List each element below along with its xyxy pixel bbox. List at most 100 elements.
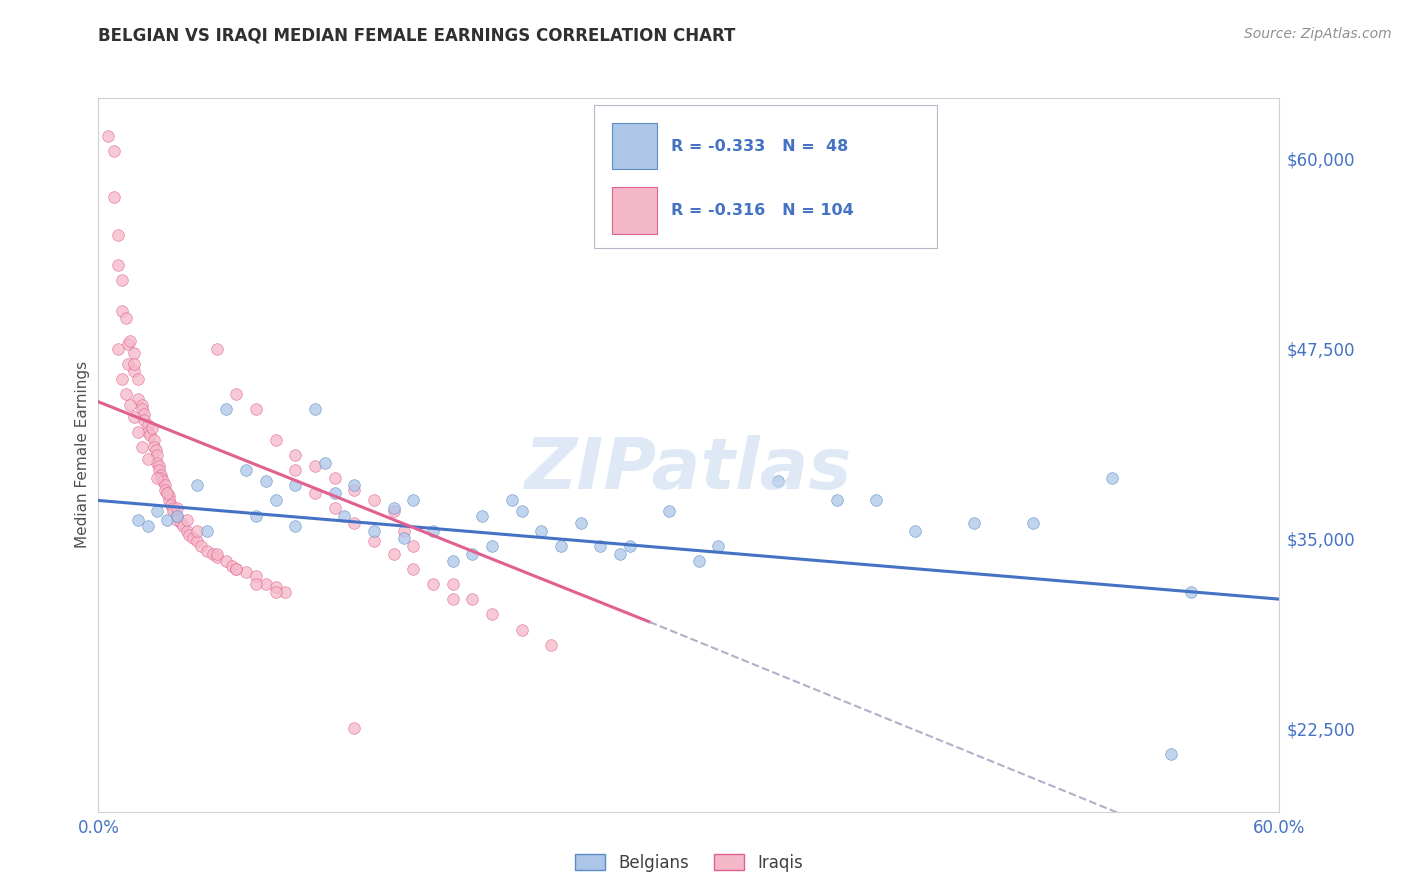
Point xyxy=(382,547,405,561)
Point xyxy=(127,425,149,439)
Point xyxy=(152,474,174,488)
Point xyxy=(132,413,155,427)
Point xyxy=(107,258,129,272)
Point xyxy=(471,508,494,523)
Point xyxy=(146,471,169,485)
Point xyxy=(422,577,444,591)
Point xyxy=(136,452,159,467)
Point xyxy=(176,513,198,527)
Point xyxy=(363,524,385,538)
Point xyxy=(461,592,484,607)
Point xyxy=(122,357,145,371)
Point xyxy=(422,524,444,538)
Point xyxy=(215,554,238,568)
Point xyxy=(550,539,572,553)
Point xyxy=(205,342,228,356)
Point xyxy=(264,580,287,594)
Point xyxy=(245,402,267,417)
Point xyxy=(274,584,297,599)
Point xyxy=(118,398,141,412)
Point xyxy=(481,607,503,622)
Point xyxy=(107,227,129,242)
Point xyxy=(118,334,141,348)
FancyBboxPatch shape xyxy=(612,123,657,169)
Point xyxy=(481,539,503,553)
Point xyxy=(235,565,257,579)
Point xyxy=(441,577,464,591)
Point xyxy=(136,519,159,533)
Text: R = -0.316   N = 104: R = -0.316 N = 104 xyxy=(671,203,853,219)
Point xyxy=(131,402,153,417)
Point xyxy=(825,493,848,508)
Point xyxy=(190,539,212,553)
Point xyxy=(172,519,194,533)
Point xyxy=(402,493,425,508)
Point xyxy=(304,486,326,500)
Y-axis label: Median Female Earnings: Median Female Earnings xyxy=(75,361,90,549)
Point xyxy=(609,547,631,561)
Point xyxy=(254,474,277,488)
Point xyxy=(132,407,155,421)
Point xyxy=(157,489,180,503)
Point xyxy=(201,547,224,561)
Point xyxy=(117,357,139,371)
Point xyxy=(117,337,139,351)
Point xyxy=(103,145,125,159)
Point xyxy=(142,440,165,454)
Point xyxy=(707,539,730,553)
Point xyxy=(148,463,170,477)
Point xyxy=(501,493,523,508)
FancyBboxPatch shape xyxy=(612,187,657,234)
Point xyxy=(264,584,287,599)
Point xyxy=(127,372,149,386)
Point xyxy=(131,440,153,454)
Point xyxy=(225,387,247,401)
Point xyxy=(181,532,204,546)
Point xyxy=(166,513,188,527)
Point xyxy=(186,524,208,538)
Point xyxy=(103,190,125,204)
Point xyxy=(343,478,366,492)
Point xyxy=(688,554,710,568)
Point xyxy=(245,569,267,583)
Point xyxy=(235,463,257,477)
Point xyxy=(225,562,247,576)
Point xyxy=(195,524,218,538)
Point xyxy=(865,493,887,508)
Point xyxy=(284,463,307,477)
Point xyxy=(205,549,228,564)
Point xyxy=(166,508,188,523)
Text: ZIPatlas: ZIPatlas xyxy=(526,434,852,504)
Point xyxy=(304,458,326,473)
Point xyxy=(264,433,287,447)
Point xyxy=(1160,747,1182,761)
Point xyxy=(441,554,464,568)
Point xyxy=(510,504,533,518)
Point xyxy=(166,508,188,523)
Point xyxy=(254,577,277,591)
Point xyxy=(589,539,612,553)
Point xyxy=(162,504,184,518)
Point xyxy=(382,501,405,516)
Point xyxy=(122,364,145,378)
Point xyxy=(111,372,134,386)
Point xyxy=(540,638,562,652)
Point xyxy=(195,543,218,558)
Legend: Belgians, Iraqis: Belgians, Iraqis xyxy=(568,847,810,879)
Point xyxy=(162,501,184,516)
Point xyxy=(166,501,188,516)
Point xyxy=(146,456,169,470)
Point xyxy=(382,504,405,518)
Text: Source: ZipAtlas.com: Source: ZipAtlas.com xyxy=(1244,27,1392,41)
Point xyxy=(150,471,173,485)
Point xyxy=(145,443,167,458)
Text: BELGIAN VS IRAQI MEDIAN FEMALE EARNINGS CORRELATION CHART: BELGIAN VS IRAQI MEDIAN FEMALE EARNINGS … xyxy=(98,27,735,45)
Point xyxy=(363,493,385,508)
Point xyxy=(205,547,228,561)
Point xyxy=(136,417,159,432)
Point xyxy=(221,558,243,573)
Point xyxy=(343,721,366,735)
Point xyxy=(156,513,179,527)
Point xyxy=(1022,516,1045,531)
Point xyxy=(160,498,183,512)
